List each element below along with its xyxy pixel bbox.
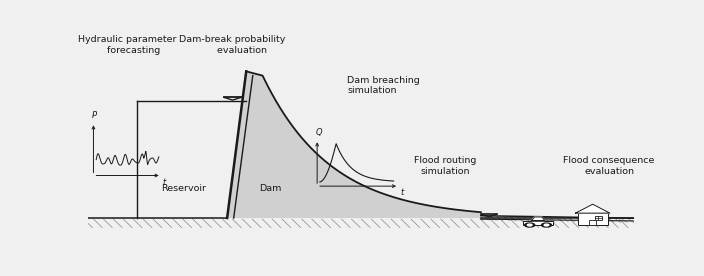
Text: P: P [92, 111, 97, 120]
Polygon shape [575, 204, 610, 213]
Bar [578, 213, 608, 225]
Text: Flood consequence
evaluation: Flood consequence evaluation [563, 156, 655, 176]
Circle shape [524, 223, 535, 227]
Circle shape [544, 224, 549, 226]
Circle shape [527, 224, 532, 226]
Text: Hydraulic parameter
    forecasting: Hydraulic parameter forecasting [78, 35, 177, 55]
Bar [595, 216, 602, 219]
Text: t: t [400, 188, 403, 197]
Text: Flood routing
simulation: Flood routing simulation [414, 156, 477, 176]
Bar [523, 221, 553, 225]
Circle shape [541, 223, 551, 227]
Text: t: t [163, 178, 166, 187]
Text: Dam breaching
simulation: Dam breaching simulation [347, 76, 420, 95]
Text: Reservoir: Reservoir [161, 184, 206, 193]
Polygon shape [532, 217, 545, 221]
Text: Dam-break probability
      evaluation: Dam-break probability evaluation [180, 35, 286, 55]
Text: Q: Q [315, 128, 322, 137]
Bar [589, 219, 596, 225]
Text: Dam: Dam [260, 184, 282, 193]
Polygon shape [227, 71, 481, 218]
